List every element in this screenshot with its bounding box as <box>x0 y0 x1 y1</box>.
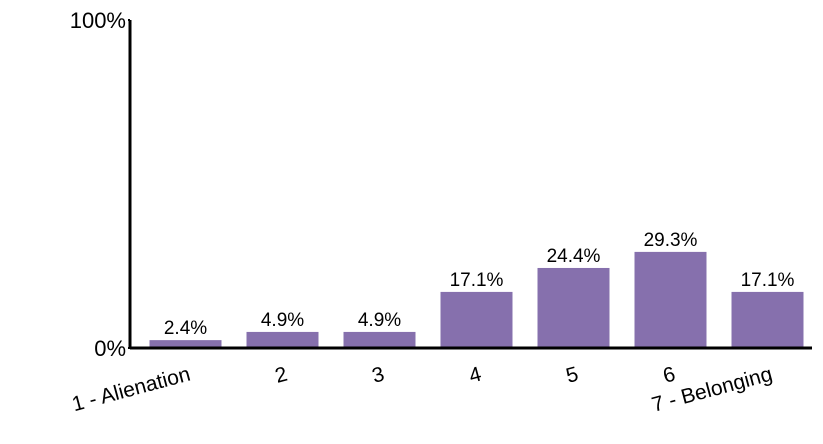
bar <box>537 267 610 348</box>
value-label: 24.4% <box>547 246 601 267</box>
value-label: 4.9% <box>261 310 304 331</box>
value-label: 17.1% <box>450 270 504 291</box>
bar <box>246 331 319 348</box>
x-tick-label: 3 <box>370 363 387 388</box>
y-tick-label: 100% <box>70 8 126 33</box>
bar <box>149 340 222 348</box>
value-label: 29.3% <box>644 230 698 251</box>
x-tick-label: 1 - Alienation <box>70 363 193 417</box>
bar <box>634 251 707 348</box>
x-tick-label: 2 <box>273 363 290 388</box>
x-tick-label: 6 <box>661 363 678 388</box>
value-label: 17.1% <box>741 270 795 291</box>
x-tick-label: 5 <box>564 363 581 388</box>
value-label: 4.9% <box>358 310 401 331</box>
x-tick-label: 4 <box>467 363 485 388</box>
y-tick-label: 0% <box>94 336 126 361</box>
value-label: 2.4% <box>164 318 207 339</box>
bar <box>343 331 416 348</box>
bar <box>731 291 804 348</box>
bar <box>440 291 513 348</box>
